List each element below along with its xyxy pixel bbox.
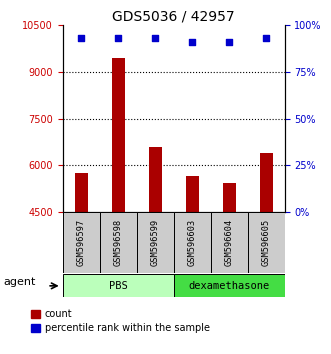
Point xyxy=(116,35,121,41)
Text: GSM596605: GSM596605 xyxy=(262,219,271,266)
Point xyxy=(263,35,269,41)
Text: GSM596604: GSM596604 xyxy=(225,219,234,266)
Bar xyxy=(149,147,162,353)
Point xyxy=(153,35,158,41)
Legend: count, percentile rank within the sample: count, percentile rank within the sample xyxy=(31,309,210,333)
Text: GSM596599: GSM596599 xyxy=(151,219,160,266)
Bar xyxy=(248,212,285,273)
Bar xyxy=(174,212,211,273)
Bar xyxy=(100,212,137,273)
Text: GSM596603: GSM596603 xyxy=(188,219,197,266)
Bar xyxy=(223,183,236,353)
Bar xyxy=(137,212,174,273)
Text: PBS: PBS xyxy=(109,281,128,291)
Bar xyxy=(63,212,100,273)
Bar xyxy=(63,274,174,297)
Text: dexamethasone: dexamethasone xyxy=(189,281,270,291)
Text: GSM596597: GSM596597 xyxy=(77,219,86,266)
Point xyxy=(226,39,232,45)
Title: GDS5036 / 42957: GDS5036 / 42957 xyxy=(113,10,235,24)
Bar xyxy=(174,274,285,297)
Bar xyxy=(211,212,248,273)
Bar xyxy=(186,176,199,353)
Point xyxy=(79,35,84,41)
Text: GSM596598: GSM596598 xyxy=(114,219,123,266)
Bar xyxy=(112,58,125,353)
Bar xyxy=(75,173,88,353)
Point xyxy=(190,39,195,45)
Text: agent: agent xyxy=(3,278,35,287)
Bar xyxy=(260,153,273,353)
